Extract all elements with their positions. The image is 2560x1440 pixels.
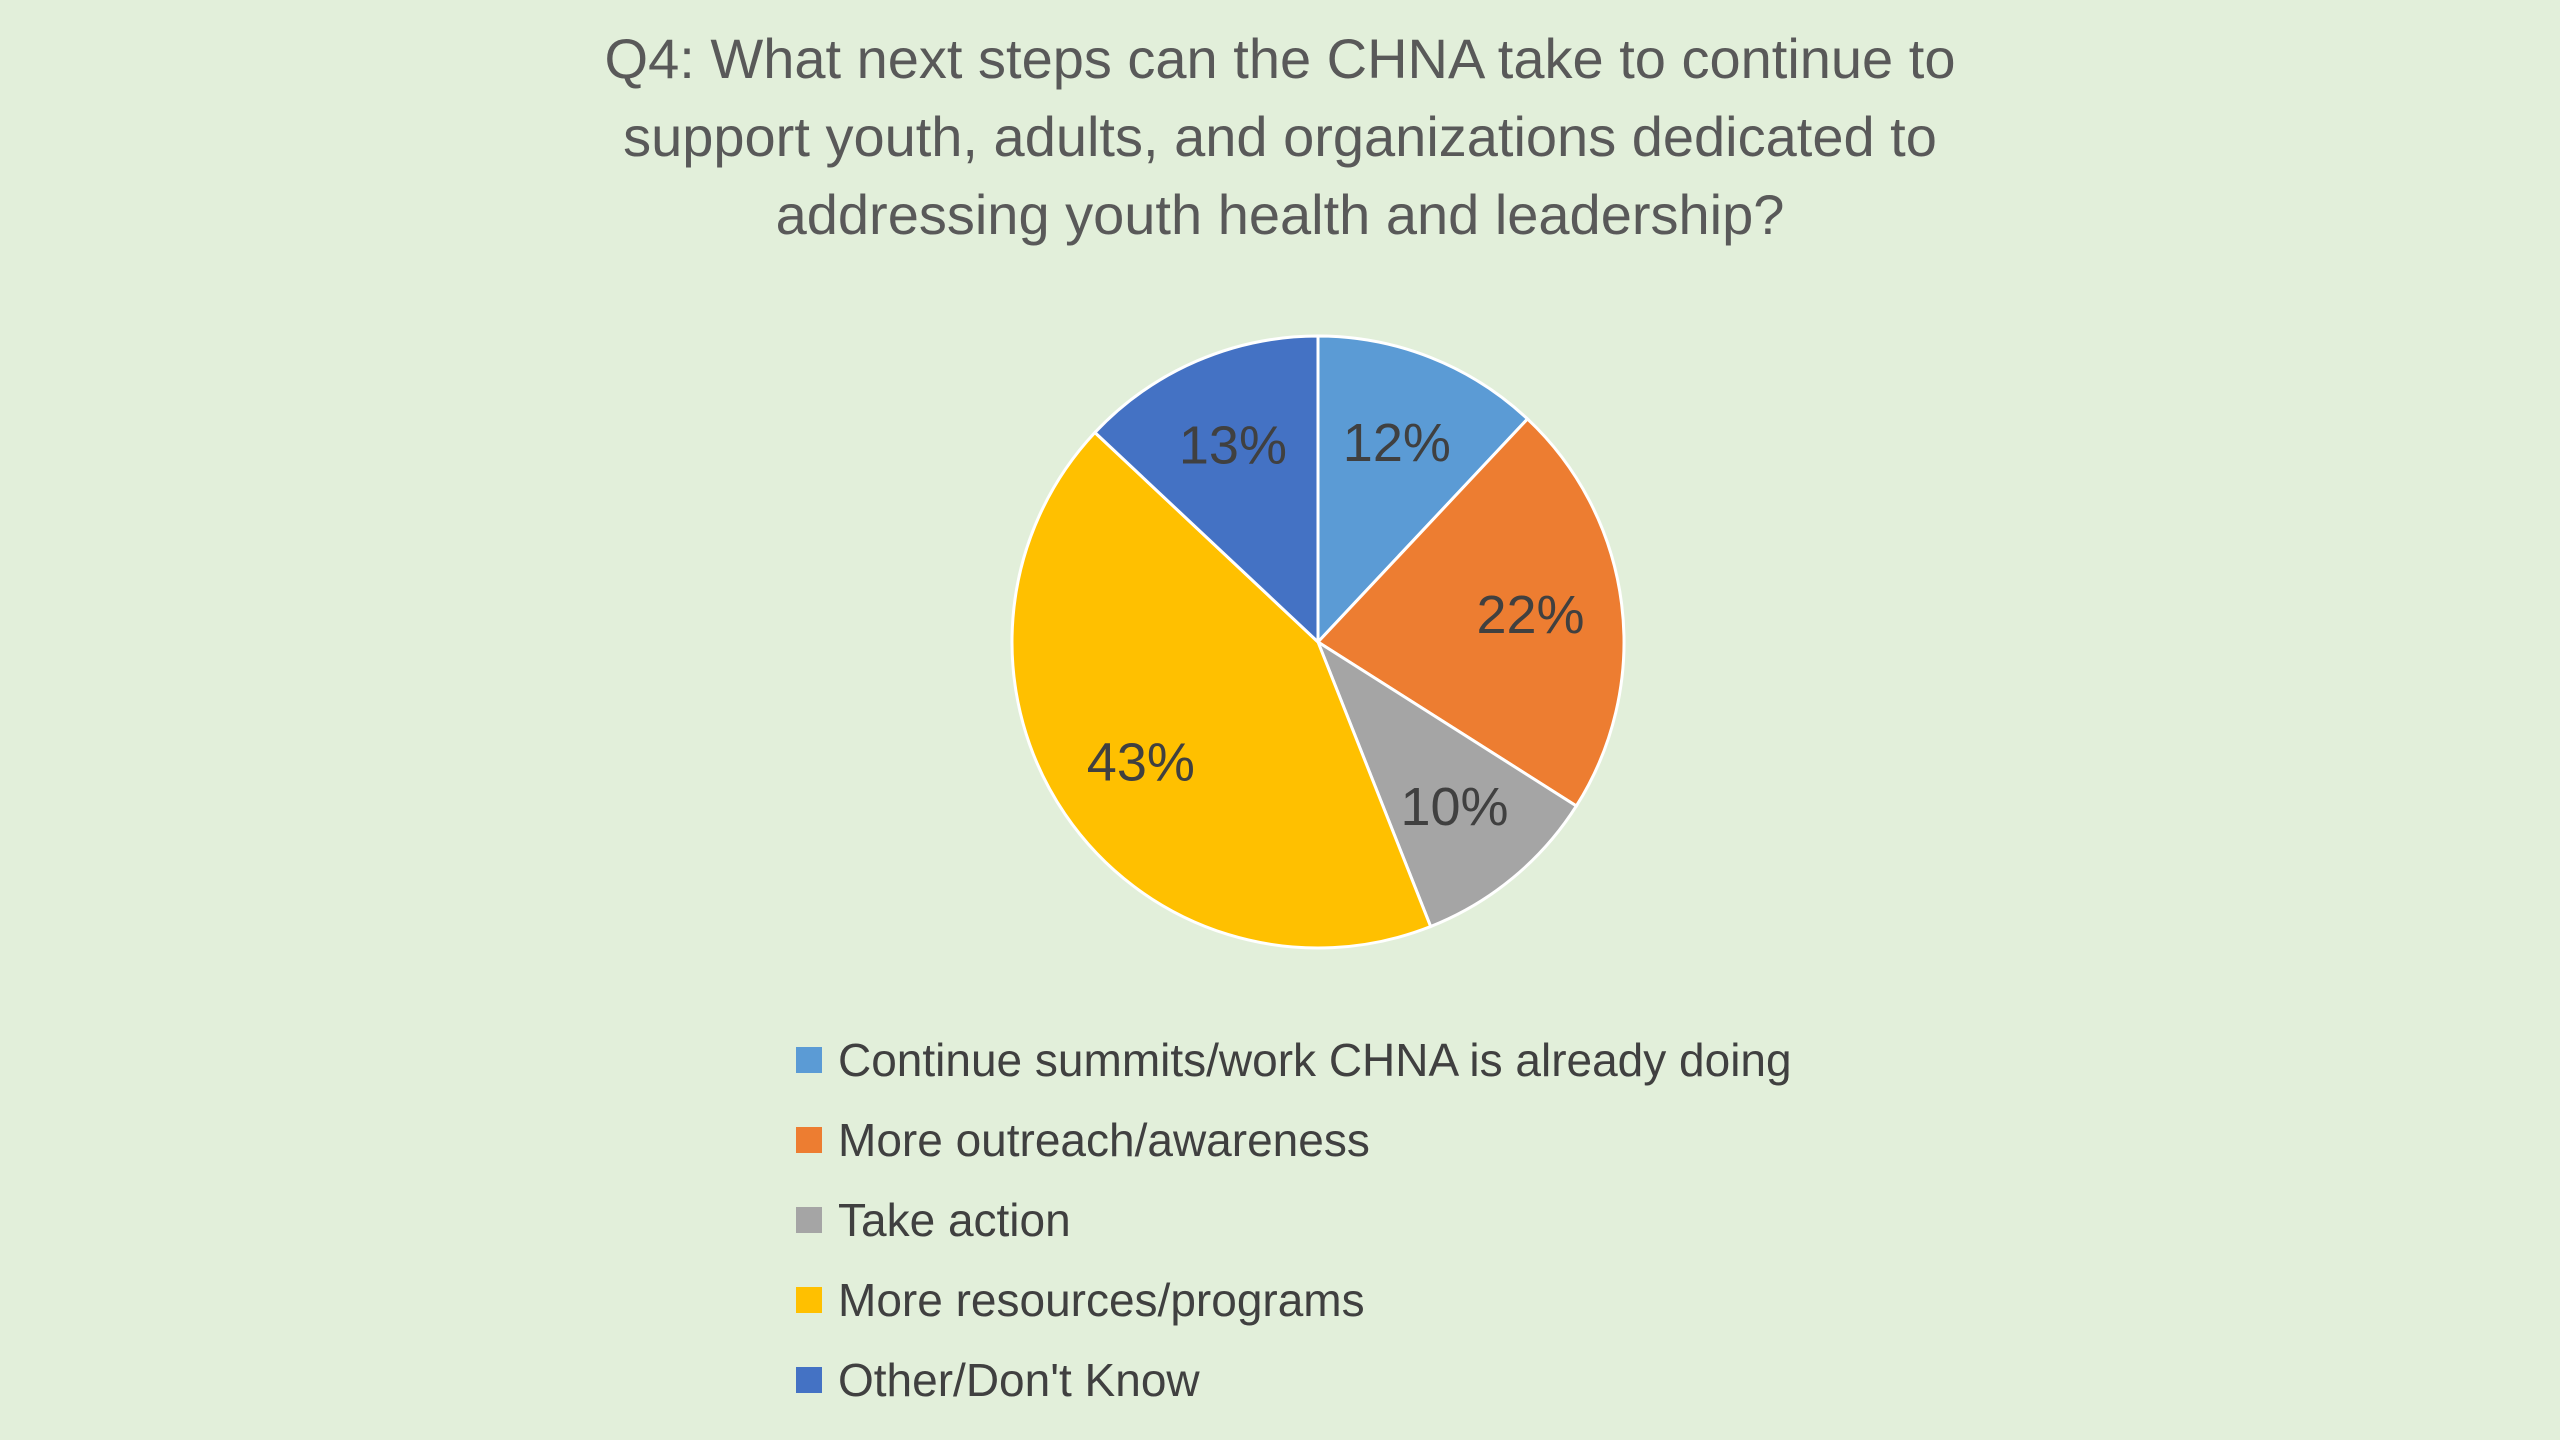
pie-data-label-4: 43%	[1087, 732, 1195, 792]
legend-label: More resources/programs	[838, 1274, 1365, 1326]
pie-slice-3	[1314, 638, 1579, 929]
pie-data-label-2: 22%	[1476, 585, 1584, 645]
pie-data-label-1: 12%	[1343, 413, 1451, 473]
legend-label: Other/Don't Know	[838, 1354, 1200, 1406]
legend-item-4: More resources/programs	[796, 1260, 1792, 1340]
legend-swatch	[796, 1207, 822, 1233]
pie-slice-1	[1316, 334, 1530, 646]
legend-item-1: Continue summits/work CHNA is already do…	[796, 1020, 1792, 1100]
legend-swatch	[796, 1127, 822, 1153]
pie-slice-5	[1092, 334, 1320, 646]
legend-swatch	[796, 1047, 822, 1073]
pie-slice-4	[1010, 430, 1433, 950]
pie-data-label-5: 13%	[1179, 415, 1287, 475]
pie-chart: 12% 22% 10% 43% 13%	[1010, 334, 1626, 950]
legend-label: Take action	[838, 1194, 1071, 1246]
legend-item-3: Take action	[796, 1180, 1792, 1260]
pie-slices	[1010, 334, 1626, 950]
legend-item-5: Other/Don't Know	[796, 1340, 1792, 1420]
pie-data-labels: 12% 22% 10% 43% 13%	[1087, 413, 1585, 837]
pie-data-label-3: 10%	[1400, 777, 1508, 837]
legend-label: More outreach/awareness	[838, 1114, 1370, 1166]
legend-label: Continue summits/work CHNA is already do…	[838, 1034, 1792, 1086]
legend-swatch	[796, 1287, 822, 1313]
pie-slice-2	[1315, 416, 1626, 809]
legend-swatch	[796, 1367, 822, 1393]
legend-item-2: More outreach/awareness	[796, 1100, 1792, 1180]
chart-legend: Continue summits/work CHNA is already do…	[796, 1020, 1792, 1420]
chart-title: Q4: What next steps can the CHNA take to…	[604, 27, 1956, 246]
